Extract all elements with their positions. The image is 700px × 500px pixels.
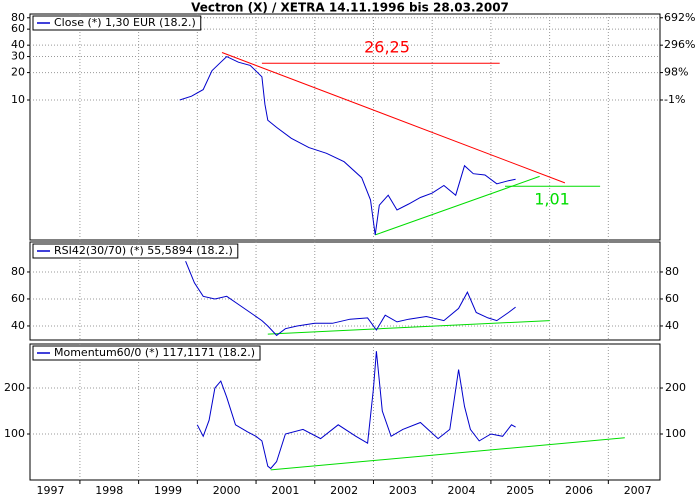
y2-tick-label: 200 [665, 381, 686, 394]
x-tick-label: 2006 [565, 484, 593, 497]
annotation: 26,25 [364, 38, 410, 57]
x-tick-label: 2007 [624, 484, 652, 497]
y2-tick-label: 40 [665, 319, 679, 332]
y2-tick-label: 296% [664, 38, 695, 51]
y-tick-label: 100 [4, 427, 25, 440]
y-tick-label: 60 [11, 292, 25, 305]
y-tick-label: 10 [11, 93, 25, 106]
legend-label: Momentum60/0 (*) 117,1171 (18.2.) [54, 346, 255, 359]
legend-label: Close (*) 1,30 EUR (18.2.) [54, 16, 196, 29]
x-tick-label: 1997 [37, 484, 65, 497]
x-tick-label: 2001 [271, 484, 299, 497]
annotation: 1,01 [534, 190, 570, 209]
y2-tick-label: 80 [665, 265, 679, 278]
trend-line [221, 52, 566, 184]
x-tick-label: 2000 [213, 484, 241, 497]
legend-box [32, 243, 239, 259]
trend-line [270, 437, 625, 471]
x-tick-label: 2003 [389, 484, 417, 497]
y-tick-label: 40 [11, 319, 25, 332]
data-line [196, 351, 516, 470]
x-tick-label: 1999 [154, 484, 182, 497]
x-tick-label: 1998 [95, 484, 123, 497]
y-tick-label: 30 [11, 50, 25, 63]
y-tick-label: 80 [11, 265, 25, 278]
chart-title: Vectron (X) / XETRA 14.11.1996 bis 28.03… [191, 1, 509, 15]
y2-tick-label: 692% [664, 11, 695, 24]
data-line [185, 261, 516, 337]
y2-tick-label: -1% [664, 93, 685, 106]
y-tick-label: 60 [11, 22, 25, 35]
panel-frame [29, 343, 661, 481]
y2-tick-label: 98% [664, 66, 688, 79]
y2-tick-label: 100 [665, 427, 686, 440]
y-tick-label: 20 [11, 66, 25, 79]
x-tick-label: 2002 [330, 484, 358, 497]
y-tick-label: 80 [11, 11, 25, 24]
y-tick-label: 200 [4, 381, 25, 394]
x-tick-label: 2004 [448, 484, 476, 497]
panel-frame [29, 13, 661, 241]
y2-tick-label: 60 [665, 292, 679, 305]
trend-line [267, 320, 550, 335]
x-tick-label: 2005 [506, 484, 534, 497]
y-tick-label: 40 [11, 38, 25, 51]
legend-label: RSI42(30/70) (*) 55,5894 (18.2.) [54, 244, 233, 257]
legend-box [32, 15, 202, 31]
data-line [179, 56, 516, 235]
legend-box [32, 345, 261, 361]
